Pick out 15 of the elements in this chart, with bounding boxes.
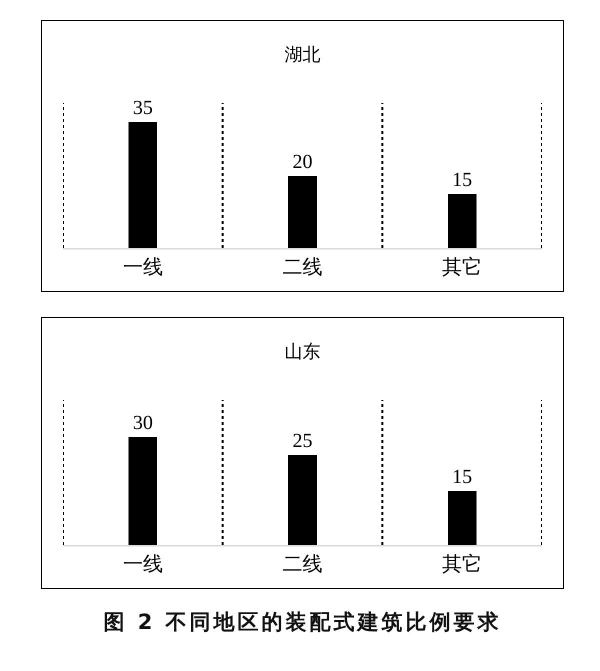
x-tick-label: 其它 bbox=[442, 552, 482, 576]
caption: 图 2 不同地区的装配式建筑比例要求 bbox=[103, 609, 502, 636]
x-tick-label: 二线 bbox=[282, 256, 322, 278]
x-tick-label: 一线 bbox=[122, 256, 163, 278]
data-label: 25 bbox=[292, 430, 312, 452]
x-tick-label: 其它 bbox=[442, 256, 482, 278]
data-label: 15 bbox=[452, 168, 472, 191]
data-label: 30 bbox=[132, 412, 153, 434]
chart-title: 山东 bbox=[284, 341, 320, 362]
data-label: 20 bbox=[292, 150, 312, 173]
x-tick-label: 一线 bbox=[122, 554, 163, 576]
data-label: 35 bbox=[132, 96, 153, 119]
x-tick-label: 二线 bbox=[282, 554, 322, 576]
chart-title: 湖北 bbox=[284, 44, 320, 64]
data-label: 15 bbox=[452, 466, 472, 488]
